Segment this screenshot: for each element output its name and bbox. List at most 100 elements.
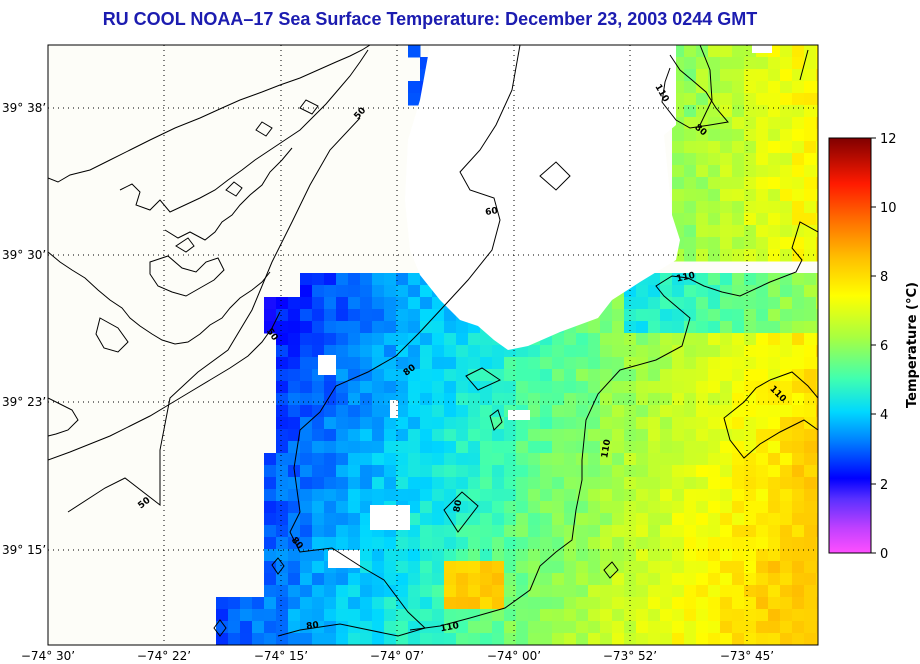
- sst-pixel: [276, 441, 289, 454]
- sst-pixel: [792, 405, 805, 418]
- sst-pixel: [732, 393, 745, 406]
- sst-pixel: [384, 429, 397, 442]
- sst-pixel: [816, 561, 818, 574]
- sst-pixel: [672, 621, 685, 634]
- sst-pixel: [600, 585, 613, 598]
- sst-pixel: [744, 549, 757, 562]
- sst-pixel: [480, 405, 493, 418]
- sst-pixel: [324, 405, 337, 418]
- sst-pixel: [768, 477, 781, 490]
- sst-pixel: [732, 237, 745, 250]
- sst-pixel: [492, 429, 505, 442]
- sst-pixel: [648, 465, 661, 478]
- sst-pixel: [780, 249, 793, 262]
- sst-pixel: [492, 465, 505, 478]
- sst-pixel: [804, 405, 817, 418]
- sst-pixel: [408, 429, 421, 442]
- sst-pixel: [504, 585, 517, 598]
- sst-pixel: [336, 429, 349, 442]
- sst-pixel: [480, 357, 493, 370]
- sst-pixel: [756, 465, 769, 478]
- lat-label: 39° 23’: [2, 395, 46, 409]
- sst-pixel: [612, 309, 625, 322]
- sst-pixel: [660, 549, 673, 562]
- sst-pixel: [540, 441, 553, 454]
- sst-pixel: [636, 465, 649, 478]
- sst-pixel: [732, 153, 745, 166]
- sst-pixel: [504, 549, 517, 562]
- sst-pixel: [756, 525, 769, 538]
- sst-pixel: [720, 633, 733, 645]
- sst-pixel: [780, 153, 793, 166]
- sst-pixel: [708, 201, 721, 214]
- sst-pixel: [300, 477, 313, 490]
- sst-pixel: [480, 621, 493, 634]
- sst-pixel: [756, 237, 769, 250]
- sst-pixel: [444, 525, 457, 538]
- sst-pixel: [636, 573, 649, 586]
- sst-pixel: [348, 525, 361, 538]
- sst-pixel: [804, 381, 817, 394]
- sst-pixel: [372, 537, 385, 550]
- sst-pixel: [396, 393, 409, 406]
- sst-pixel: [708, 429, 721, 442]
- sst-pixel: [456, 573, 469, 586]
- sst-pixel: [372, 561, 385, 574]
- sst-pixel: [696, 57, 709, 70]
- sst-pixel: [780, 537, 793, 550]
- sst-pixel: [768, 369, 781, 382]
- sst-pixel: [768, 489, 781, 502]
- sst-pixel: [720, 81, 733, 94]
- sst-pixel: [600, 465, 613, 478]
- sst-pixel: [792, 105, 805, 118]
- sst-pixel: [768, 501, 781, 514]
- sst-pixel: [372, 333, 385, 346]
- sst-pixel: [672, 189, 685, 202]
- sst-pixel: [684, 129, 697, 142]
- sst-pixel: [384, 561, 397, 574]
- sst-pixel: [552, 405, 565, 418]
- sst-pixel: [480, 369, 493, 382]
- sst-pixel: [816, 609, 818, 622]
- sst-pixel: [372, 633, 385, 645]
- sst-pixel: [780, 429, 793, 442]
- sst-pixel: [732, 501, 745, 514]
- sst-pixel: [300, 609, 313, 622]
- sst-pixel: [720, 285, 733, 298]
- sst-pixel: [468, 453, 481, 466]
- sst-pixel: [336, 489, 349, 502]
- sst-pixel: [708, 633, 721, 645]
- sst-pixel: [588, 393, 601, 406]
- sst-pixel: [576, 345, 589, 358]
- sst-pixel: [312, 345, 325, 358]
- sst-pixel: [216, 621, 229, 634]
- sst-pixel: [336, 465, 349, 478]
- sst-pixel: [792, 141, 805, 154]
- sst-pixel: [744, 225, 757, 238]
- sst-pixel: [588, 549, 601, 562]
- sst-pixel: [708, 177, 721, 190]
- sst-pixel: [300, 381, 313, 394]
- sst-pixel: [768, 249, 781, 262]
- sst-pixel: [792, 381, 805, 394]
- sst-pixel: [732, 177, 745, 190]
- sst-pixel: [732, 105, 745, 118]
- sst-pixel: [780, 81, 793, 94]
- sst-pixel: [756, 285, 769, 298]
- sst-pixel: [360, 501, 373, 514]
- sst-pixel: [504, 357, 517, 370]
- sst-pixel: [324, 321, 337, 334]
- sst-pixel: [264, 477, 277, 490]
- sst-pixel: [312, 417, 325, 430]
- sst-pixel: [492, 477, 505, 490]
- sst-pixel: [804, 453, 817, 466]
- sst-pixel: [816, 201, 818, 214]
- sst-pixel: [696, 621, 709, 634]
- sst-pixel: [696, 561, 709, 574]
- sst-pixel: [804, 597, 817, 610]
- sst-pixel: [780, 633, 793, 645]
- sst-pixel: [648, 549, 661, 562]
- sst-pixel: [348, 537, 361, 550]
- sst-pixel: [684, 309, 697, 322]
- sst-pixel: [360, 321, 373, 334]
